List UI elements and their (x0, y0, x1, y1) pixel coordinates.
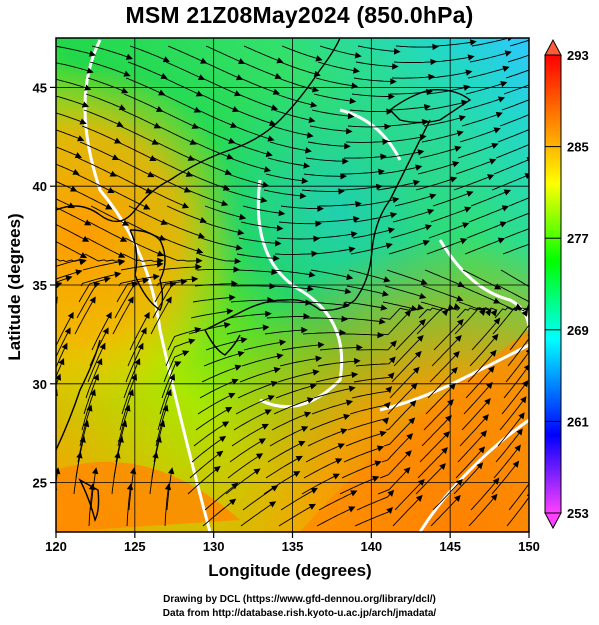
grid-lines (56, 38, 529, 532)
colorbar: 253 261 269 277 285 293 (544, 38, 589, 530)
x-tick-label: 135 (282, 539, 304, 554)
colorbar-tick-label: 285 (567, 140, 589, 155)
footer-credit-data: Data from http://database.rish.kyoto-u.a… (162, 608, 437, 619)
colorbar-bottom-arrow (544, 512, 562, 530)
x-tick-label: 120 (45, 539, 67, 554)
x-tick-label: 145 (439, 539, 461, 554)
x-tick-label: 130 (203, 539, 225, 554)
colorbar-top-arrow (544, 38, 562, 56)
x-tick-label: 140 (360, 539, 382, 554)
y-tick-label: 30 (33, 377, 47, 392)
colorbar-tick-label: 261 (567, 414, 589, 429)
y-axis-label: Latitude (degrees) (5, 213, 24, 360)
axis-ticks: 120 125 130 135 140 145 150 25 30 35 40 45 (33, 80, 540, 554)
chart-title: MSM 21Z08May2024 (850.0hPa) (125, 2, 474, 28)
colorbar-tick-label: 253 (567, 506, 589, 521)
y-tick-label: 40 (33, 179, 47, 194)
x-tick-label: 150 (518, 539, 540, 554)
colorbar-tick-label: 269 (567, 323, 589, 338)
coastlines (56, 38, 472, 523)
footer-credit-drawing: Drawing by DCL (https://www.gfd-dennou.o… (163, 594, 436, 605)
y-tick-label: 25 (33, 476, 47, 491)
y-tick-label: 35 (33, 278, 47, 293)
x-axis-label: Longitude (degrees) (208, 561, 371, 580)
colorbar-scale (544, 54, 562, 514)
colorbar-tick-label: 293 (567, 48, 589, 63)
y-tick-label: 45 (33, 80, 47, 95)
colorbar-tick-label: 277 (567, 231, 589, 246)
streamlines (56, 38, 529, 527)
x-tick-label: 125 (124, 539, 146, 554)
